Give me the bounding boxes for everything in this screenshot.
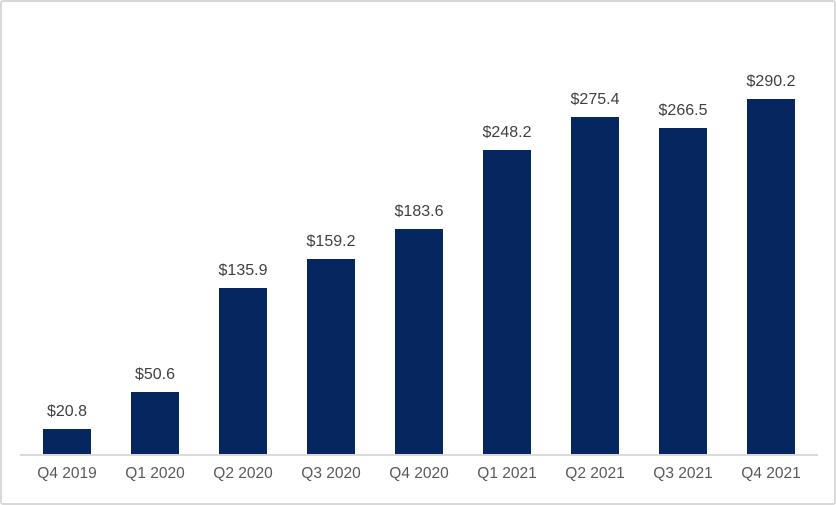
x-axis-line (20, 454, 818, 456)
bar (483, 150, 531, 454)
data-label: $20.8 (46, 402, 88, 420)
bar-column: $266.5 (639, 2, 727, 454)
bar-column: $135.9 (199, 2, 287, 454)
data-label: $248.2 (482, 124, 532, 141)
data-label: $159.2 (306, 233, 356, 250)
data-label: $50.6 (134, 366, 176, 383)
x-axis-label: Q1 2021 (477, 465, 537, 482)
x-axis-label: Q1 2020 (125, 465, 185, 482)
bar (43, 428, 91, 454)
bar (131, 392, 179, 454)
bar (747, 98, 795, 454)
bar-column: $275.4 (551, 2, 639, 454)
bar (659, 127, 707, 454)
bar-column: $50.6 (111, 2, 199, 454)
bar-column: $248.2 (463, 2, 551, 454)
data-label: $266.5 (658, 101, 708, 119)
bar (395, 229, 443, 454)
bar (219, 287, 267, 454)
x-axis-label: Q4 2021 (741, 465, 801, 482)
x-axis-label: Q4 2019 (37, 465, 97, 482)
x-axis-labels: Q4 2019 Q1 2020 Q2 2020 Q3 2020 Q4 2020 Q1 20… (23, 464, 815, 484)
bar-column: $159.2 (287, 2, 375, 454)
data-label: $290.2 (746, 72, 796, 90)
bar-column: $20.8 (23, 2, 111, 454)
data-label: $183.6 (394, 203, 444, 221)
data-label: $135.9 (218, 261, 268, 279)
x-axis-label: Q3 2020 (301, 465, 361, 482)
bar-column: $290.2 (727, 2, 815, 454)
x-axis-label: Q3 2021 (653, 465, 713, 482)
x-axis-label: Q2 2021 (565, 465, 625, 482)
data-label: $275.4 (570, 90, 620, 108)
bar-chart-plot-area: $20.8 $50.6 $135.9 $159.2 $183.6 $248.2 $275.4… (23, 2, 815, 454)
bar-column: $183.6 (375, 2, 463, 454)
bar (307, 259, 355, 454)
bar (571, 116, 619, 454)
x-axis-label: Q2 2020 (213, 465, 273, 482)
x-axis-label: Q4 2020 (389, 465, 449, 482)
